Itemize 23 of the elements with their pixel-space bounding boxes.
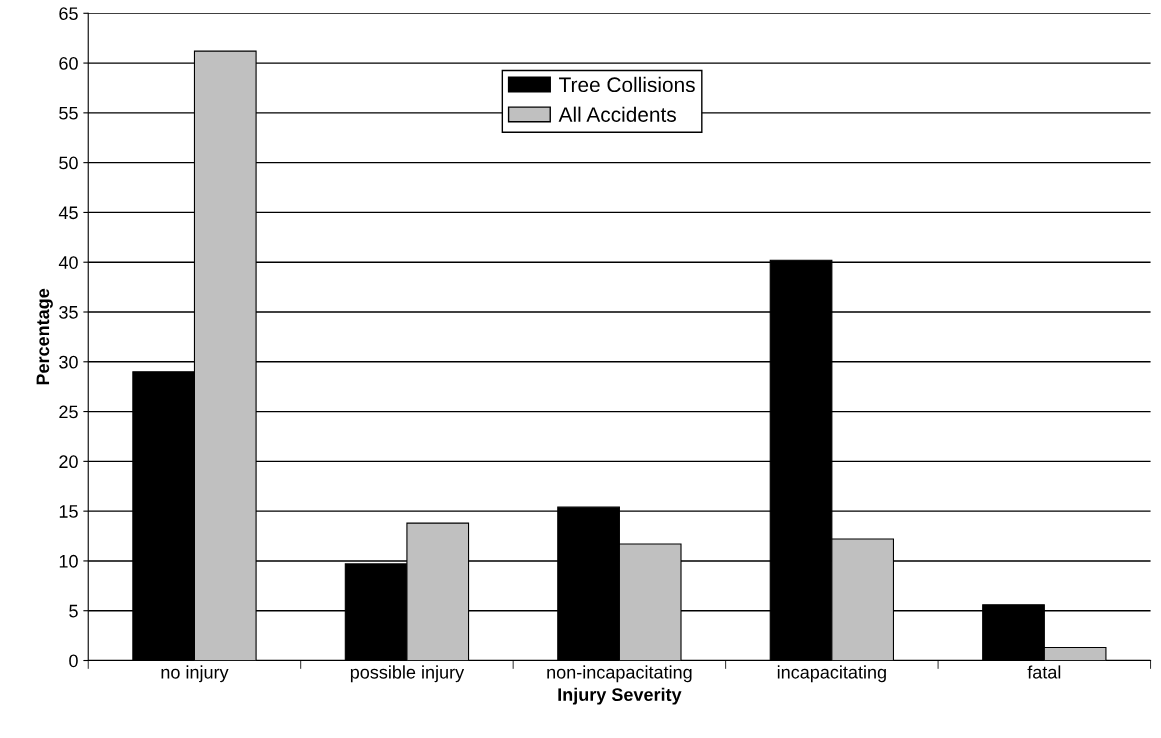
x-tick-label: incapacitating [777, 665, 886, 683]
x-tick-label: non-incapacitating [547, 665, 692, 683]
y-tick-label: 50 [59, 156, 78, 170]
y-tick-label: 60 [59, 57, 78, 70]
y-tick-label: 25 [59, 405, 78, 419]
y-tick-label: 30 [59, 355, 78, 369]
y-tick-label: 65 [59, 7, 78, 20]
x-tick-label: fatal [1027, 665, 1061, 679]
x-axis-title: Injury Severity [558, 687, 682, 705]
y-tick-label: 15 [59, 505, 78, 518]
y-tick-label: 55 [59, 106, 78, 120]
x-tick-label: no injury [161, 665, 229, 683]
y-tick-label: 0 [69, 654, 78, 668]
y-tick-label: 20 [59, 455, 78, 469]
y-tick-label: 35 [59, 305, 78, 319]
y-tick-label: 10 [59, 554, 78, 568]
y-axis-title: Percentage [36, 288, 53, 385]
y-tick-label: 40 [58, 256, 78, 269]
x-tick-label: possible injury [350, 665, 465, 683]
y-tick-label: 5 [69, 604, 78, 618]
legend-label: All Accidents [558, 106, 676, 122]
legend-label: Tree Collisions [559, 76, 695, 93]
y-tick-label: 45 [58, 206, 78, 220]
